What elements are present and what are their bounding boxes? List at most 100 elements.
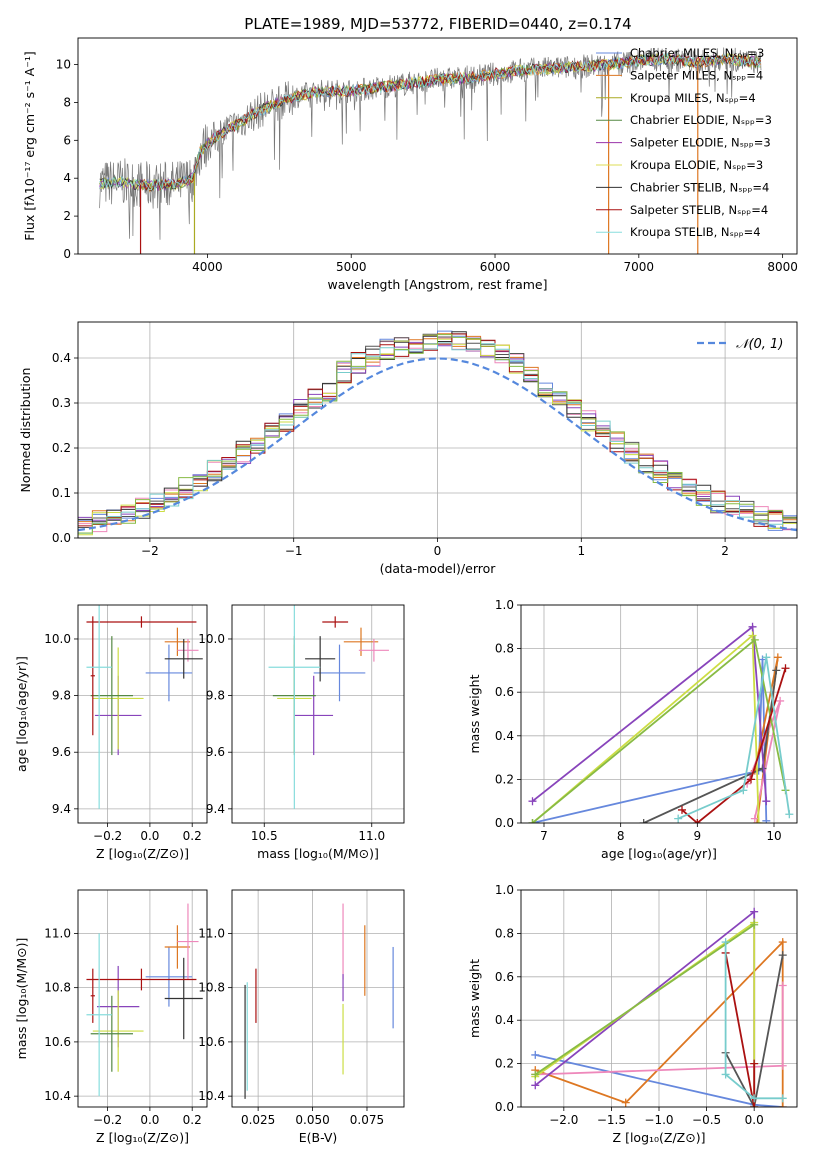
x-tick-label: 1 (577, 544, 585, 558)
chart-weight-vs-age: 7 8 9 10 0.0 0.2 0.4 0.6 0.8 1.0 age [log₁₀(age/yr… (467, 598, 798, 861)
x-axis-label: Z [log₁₀(Z/Z⊙)] (96, 1130, 189, 1145)
y-axis-label: Normed distribution (18, 368, 33, 493)
weight-marker (762, 797, 771, 806)
x-tick-label: 6000 (480, 260, 511, 274)
errorbar-point (305, 636, 336, 682)
plot-area-weight-vs-age (528, 622, 794, 823)
plot-area-weight-vs-Z (531, 907, 787, 1107)
weight-marker (750, 907, 759, 916)
weight-marker (678, 805, 686, 814)
weight-series (721, 938, 787, 1103)
weight-line (534, 909, 756, 1107)
x-axis-label: wavelength [Angstrom, rest frame] (327, 277, 547, 292)
weight-marker (750, 1094, 759, 1103)
y-axis-label: age [log₁₀(age/yr)] (14, 656, 29, 772)
errorbar-point (92, 647, 144, 750)
weight-marker (750, 635, 759, 644)
axes-frame (77, 889, 208, 1108)
weight-marker (778, 951, 787, 960)
x-tick-label: 0.0 (140, 829, 159, 843)
chart-weight-vs-Z: −2.0 −1.5 −1.0 −0.5 0.0 0.0 0.2 0.4 0.6 0.8 1.0 Z [… (467, 883, 798, 1145)
errorbar-point (90, 995, 133, 1072)
x-tick-label: −1.5 (597, 1113, 626, 1127)
x-tick-label: −1.0 (644, 1113, 673, 1127)
y-tick-label: 4 (63, 171, 71, 185)
weight-marker (531, 1050, 540, 1059)
weight-marker (781, 664, 790, 673)
weight-line (724, 952, 756, 1107)
weight-series (528, 635, 790, 823)
legend-entry: Kroupa ELODIE, Nₛₚₚ=3 (630, 158, 763, 172)
y-axis-label: mass weight (467, 674, 482, 753)
y-tick-label: 11.0 (44, 926, 71, 940)
errorbar-point (90, 968, 95, 1023)
y-tick-label: 0.2 (495, 1057, 514, 1071)
errorbar-point (145, 644, 193, 702)
legend-entry: 𝒩(0, 1) (736, 337, 783, 352)
weight-marker (773, 653, 782, 662)
y-tick-label: 0.8 (495, 926, 514, 940)
y-tick-label: 0.4 (495, 729, 514, 743)
weight-marker (776, 696, 785, 705)
x-tick-label: 2 (721, 544, 729, 558)
weight-marker (778, 1103, 787, 1107)
weight-marker (747, 775, 755, 784)
weight-marker (528, 797, 537, 806)
x-axis-label: (data-model)/error (380, 561, 497, 576)
y-tick-label: 10.0 (198, 632, 225, 646)
y-tick-label: 11.0 (198, 926, 225, 940)
legend-entry: Chabrier STELIB, Nₛₚₚ=4 (630, 180, 769, 194)
legend-entry: Kroupa STELIB, Nₛₚₚ=4 (630, 225, 761, 239)
errorbar-point (294, 675, 334, 756)
x-tick-label: 0.050 (295, 1113, 329, 1127)
plot-area-residuals (78, 330, 797, 537)
weight-series (678, 664, 790, 823)
weight-marker (762, 816, 771, 823)
x-tick-label: 10 (766, 829, 781, 843)
weight-line (677, 657, 791, 820)
y-tick-label: 10.6 (44, 1035, 71, 1049)
observed-spectrum-line (99, 47, 762, 240)
y-tick-label: 9.6 (52, 745, 71, 759)
axes-frame (231, 604, 405, 824)
x-tick-label: 0.2 (183, 829, 202, 843)
legend-entry: Kroupa MILES, Nₛₚₚ=4 (630, 91, 756, 105)
axes-frame (77, 321, 798, 539)
plot-area-mass-vs-ebv (244, 903, 394, 1099)
x-tick-label: 0.0 (140, 1113, 159, 1127)
errorbar-point (86, 933, 112, 1097)
y-tick-label: 9.4 (52, 802, 71, 816)
weight-marker (531, 1070, 540, 1079)
x-tick-label: 8 (617, 829, 625, 843)
chart-mass-vs-ebv: 0.025 0.050 0.075 10.4 10.6 10.8 11.0 E(B-V) (198, 889, 405, 1145)
weight-marker (778, 1094, 787, 1103)
errorbar-point (86, 968, 197, 991)
y-tick-label: 0.2 (52, 441, 71, 455)
residual-histogram-step (78, 334, 797, 534)
weight-marker (693, 819, 702, 823)
x-axis-label: E(B-V) (299, 1130, 338, 1145)
errorbar-point (177, 903, 199, 980)
weight-marker (750, 1103, 759, 1107)
plot-area-spectrum (99, 47, 762, 254)
x-tick-label: −2.0 (549, 1113, 578, 1127)
weight-marker (785, 810, 794, 819)
weight-series (674, 653, 794, 823)
x-tick-label: −2 (141, 544, 159, 558)
x-tick-label: −0.2 (93, 1113, 122, 1127)
y-tick-label: 8 (63, 95, 71, 109)
weight-line (534, 923, 755, 1076)
x-tick-label: 0.0 (745, 1113, 764, 1127)
y-tick-label: 6 (63, 133, 71, 147)
y-tick-label: 2 (63, 209, 71, 223)
y-tick-label: 10 (56, 58, 71, 72)
y-tick-label: 0.1 (52, 486, 71, 500)
errorbar-point (145, 946, 193, 1007)
x-tick-label: −0.2 (93, 829, 122, 843)
x-tick-label: 7000 (624, 260, 655, 274)
errorbar-point (90, 636, 133, 756)
chart-residuals: −2 −1 0 1 2 0.0 0.1 0.2 0.3 0.4 (data-model)/error… (18, 321, 798, 576)
weight-marker (639, 819, 648, 823)
y-tick-label: 10.4 (44, 1089, 71, 1103)
y-axis-label: Flux [fλ10⁻¹⁷ erg cm⁻² s⁻¹ A⁻¹] (22, 51, 37, 240)
